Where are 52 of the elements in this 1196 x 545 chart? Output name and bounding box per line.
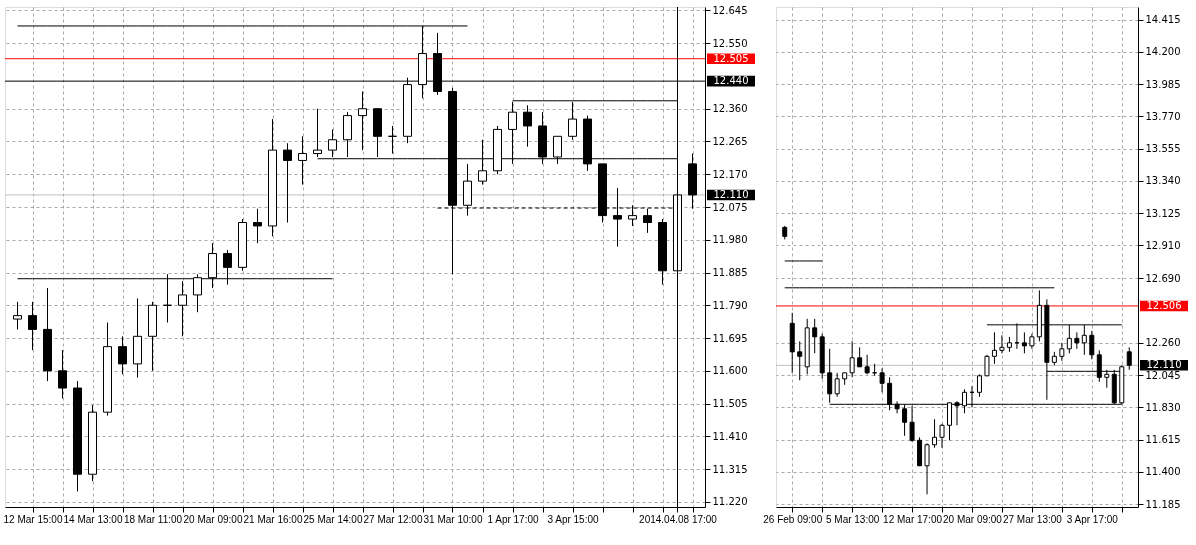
- x-tick-label: 12 Mar 15:00: [3, 513, 63, 525]
- ref-line-label: 12.110: [713, 188, 749, 200]
- y-tick-label: 13.770: [1145, 110, 1181, 122]
- x-tick-label: 27 Mar 12:00: [363, 513, 423, 525]
- y-tick-label: 13.985: [1145, 78, 1181, 90]
- y-tick-label: 11.830: [1145, 401, 1181, 413]
- y-tick-label: 12.045: [1145, 369, 1181, 381]
- x-tick-label: 26 Feb 09:00: [763, 513, 823, 525]
- y-tick-label: 12.170: [712, 168, 748, 180]
- x-tick-label: 5 Mar 13:00: [825, 513, 880, 525]
- y-tick-label: 13.125: [1145, 207, 1181, 219]
- x-tick-label: 18 Mar 11:00: [123, 513, 183, 525]
- y-tick-label: 11.185: [1145, 498, 1181, 510]
- y-tick-label: 12.690: [1145, 272, 1181, 284]
- x-tick-label: 27 Mar 13:00: [1002, 513, 1063, 525]
- y-tick-label: 11.885: [712, 267, 748, 279]
- x-tick-label: 31 Mar 10:00: [423, 513, 483, 525]
- y-tick-label: 11.505: [712, 398, 748, 410]
- y-tick-label: 11.615: [1145, 434, 1181, 446]
- ref-line-label: 12.505: [713, 52, 749, 64]
- x-tick-label: 3 Apr 17:00: [1066, 513, 1119, 525]
- y-tick-label: 14.200: [1145, 46, 1181, 58]
- x-tick-label: 20 Mar 09:00: [943, 513, 1003, 525]
- y-tick-label: 11.695: [712, 332, 748, 344]
- y-tick-label: 13.340: [1145, 175, 1181, 187]
- x-tick-label: 14 Mar 13:00: [63, 513, 123, 525]
- y-tick-label: 12.360: [712, 103, 748, 115]
- y-tick-label: 13.555: [1145, 143, 1181, 155]
- y-tick-label: 12.075: [712, 201, 748, 213]
- x-tick-label: 21 Mar 16:00: [243, 513, 303, 525]
- y-tick-label: 12.265: [712, 135, 748, 147]
- ref-line-label: 12.506: [1146, 299, 1182, 311]
- y-tick-label: 11.220: [712, 496, 748, 508]
- x-tick-label: 25 Mar 14:00: [303, 513, 363, 525]
- y-tick-label: 11.315: [712, 463, 748, 475]
- ref-line-label: 12.110: [1146, 359, 1182, 371]
- x-tick-label: 20 Mar 09:00: [183, 513, 243, 525]
- x-tick-label: 2014.04.08 17:00: [639, 513, 718, 525]
- x-tick-label: 1 Apr 17:00: [487, 513, 540, 525]
- x-tick-label: 12 Mar 17:00: [883, 513, 943, 525]
- y-tick-label: 12.645: [712, 4, 748, 16]
- y-tick-label: 12.550: [712, 37, 748, 49]
- x-tick-label: 3 Apr 15:00: [547, 513, 600, 525]
- y-tick-label: 14.415: [1145, 14, 1181, 26]
- ref-line-label: 12.440: [713, 75, 749, 87]
- y-tick-label: 12.260: [1145, 337, 1181, 349]
- y-tick-label: 11.980: [712, 234, 748, 246]
- y-tick-label: 11.400: [1145, 466, 1181, 478]
- y-tick-label: 11.790: [712, 299, 748, 311]
- y-tick-label: 11.410: [712, 430, 748, 442]
- y-tick-label: 12.910: [1145, 239, 1181, 251]
- y-tick-label: 11.600: [712, 365, 748, 377]
